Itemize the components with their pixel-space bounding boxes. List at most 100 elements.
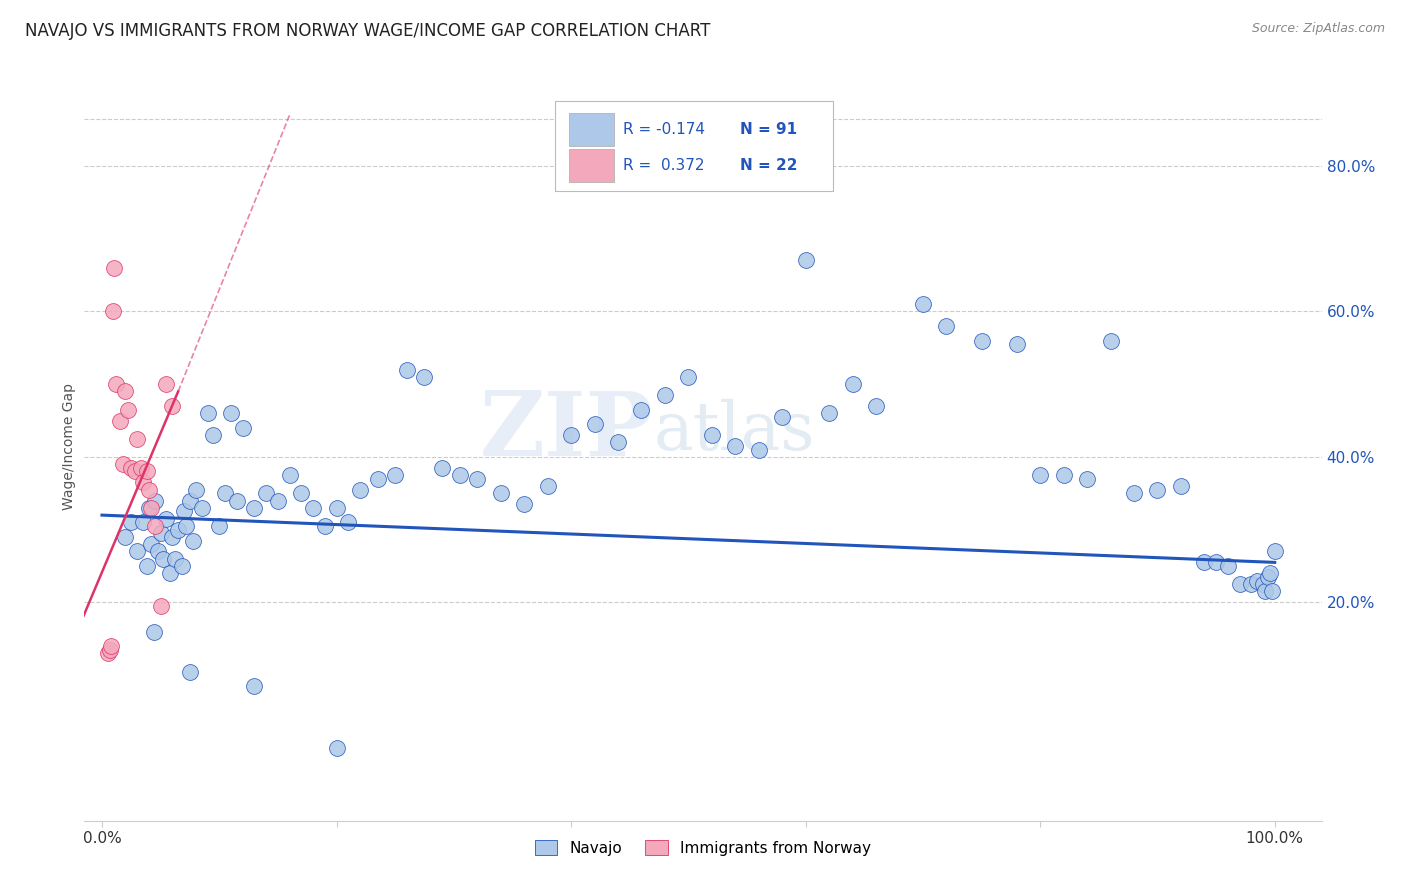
Point bbox=[142, 624, 165, 639]
Point bbox=[155, 377, 177, 392]
Legend: Navajo, Immigrants from Norway: Navajo, Immigrants from Norway bbox=[529, 833, 877, 862]
Point bbox=[267, 493, 290, 508]
Point bbox=[1170, 479, 1192, 493]
Point bbox=[124, 465, 146, 479]
Point bbox=[127, 544, 149, 558]
Point bbox=[560, 428, 582, 442]
Point bbox=[841, 377, 863, 392]
Point bbox=[132, 516, 155, 530]
Point bbox=[748, 442, 770, 457]
Point bbox=[911, 297, 934, 311]
Point bbox=[149, 599, 172, 613]
Point bbox=[1261, 584, 1284, 599]
Point bbox=[120, 460, 142, 475]
Point bbox=[630, 402, 652, 417]
Point bbox=[465, 472, 488, 486]
Point bbox=[290, 486, 312, 500]
Point bbox=[129, 460, 152, 475]
Point bbox=[325, 740, 347, 755]
Point bbox=[278, 468, 301, 483]
Point bbox=[700, 428, 723, 442]
Point bbox=[202, 428, 225, 442]
Point bbox=[970, 334, 993, 348]
Point bbox=[132, 475, 155, 490]
Point bbox=[183, 533, 205, 548]
Point bbox=[105, 377, 128, 392]
Point bbox=[148, 544, 170, 558]
Point bbox=[1216, 559, 1239, 574]
Point bbox=[1194, 555, 1216, 569]
Point bbox=[232, 421, 254, 435]
Text: ZIP: ZIP bbox=[479, 387, 654, 475]
Point bbox=[583, 417, 606, 432]
Point bbox=[98, 642, 121, 657]
Point bbox=[302, 500, 325, 515]
FancyBboxPatch shape bbox=[554, 102, 832, 191]
Point bbox=[197, 406, 219, 420]
Point bbox=[1240, 577, 1263, 591]
Point bbox=[103, 260, 125, 275]
Point bbox=[1254, 584, 1277, 599]
Point bbox=[225, 493, 247, 508]
Point bbox=[184, 483, 207, 497]
Point bbox=[794, 253, 817, 268]
Point bbox=[1258, 566, 1281, 581]
Point bbox=[770, 409, 793, 424]
Point bbox=[101, 304, 124, 318]
Point bbox=[135, 559, 157, 574]
Point bbox=[162, 530, 184, 544]
Text: NAVAJO VS IMMIGRANTS FROM NORWAY WAGE/INCOME GAP CORRELATION CHART: NAVAJO VS IMMIGRANTS FROM NORWAY WAGE/IN… bbox=[25, 22, 710, 40]
Point bbox=[141, 500, 163, 515]
Point bbox=[135, 465, 157, 479]
Point bbox=[243, 679, 266, 693]
Point bbox=[818, 406, 841, 420]
Point bbox=[100, 639, 122, 653]
Point bbox=[384, 468, 406, 483]
Text: N = 22: N = 22 bbox=[740, 158, 797, 172]
Point bbox=[413, 370, 436, 384]
Point bbox=[219, 406, 242, 420]
Point bbox=[349, 483, 371, 497]
Point bbox=[607, 435, 630, 450]
Text: N = 91: N = 91 bbox=[740, 121, 797, 136]
Point bbox=[865, 399, 887, 413]
Point bbox=[513, 497, 536, 511]
Point bbox=[1264, 544, 1286, 558]
Point bbox=[149, 526, 172, 541]
Point bbox=[170, 559, 193, 574]
Point bbox=[1205, 555, 1227, 569]
Point bbox=[1099, 334, 1122, 348]
Point bbox=[176, 519, 198, 533]
Text: atlas: atlas bbox=[654, 399, 815, 464]
Point bbox=[1076, 472, 1098, 486]
Point bbox=[536, 479, 558, 493]
Point bbox=[337, 516, 360, 530]
Point bbox=[1052, 468, 1074, 483]
Point bbox=[112, 457, 135, 471]
Point bbox=[159, 566, 181, 581]
Point bbox=[155, 512, 177, 526]
Point bbox=[179, 665, 201, 679]
Point bbox=[208, 519, 231, 533]
Point bbox=[325, 500, 347, 515]
Point bbox=[127, 432, 149, 446]
Point bbox=[117, 402, 139, 417]
Point bbox=[162, 399, 184, 413]
Point bbox=[190, 500, 212, 515]
Point bbox=[1005, 337, 1028, 351]
Point bbox=[179, 493, 201, 508]
Point bbox=[430, 460, 453, 475]
Point bbox=[1251, 577, 1274, 591]
Text: Source: ZipAtlas.com: Source: ZipAtlas.com bbox=[1251, 22, 1385, 36]
Point bbox=[114, 384, 136, 399]
Point bbox=[141, 537, 163, 551]
Point bbox=[214, 486, 236, 500]
Point bbox=[163, 551, 186, 566]
Point bbox=[143, 493, 166, 508]
FancyBboxPatch shape bbox=[569, 112, 614, 145]
Point bbox=[935, 318, 957, 333]
Point bbox=[1257, 570, 1279, 584]
Point bbox=[120, 516, 142, 530]
Point bbox=[724, 439, 747, 453]
Y-axis label: Wage/Income Gap: Wage/Income Gap bbox=[62, 383, 76, 509]
